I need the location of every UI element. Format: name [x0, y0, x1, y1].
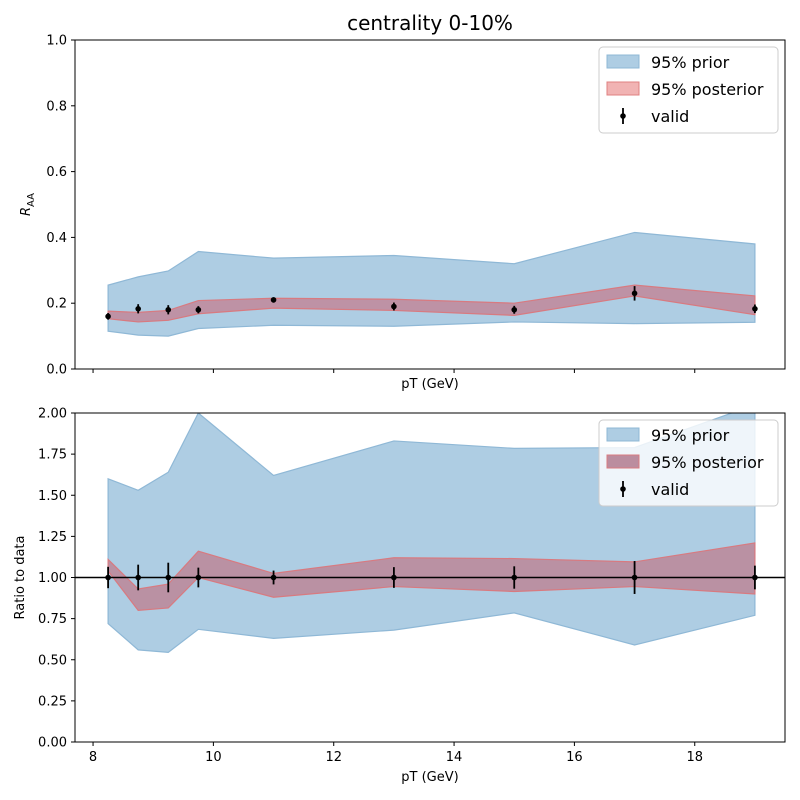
- x-tick-label: 18: [686, 750, 703, 765]
- y-tick-label: 0.25: [38, 694, 67, 709]
- valid-point: [752, 574, 758, 581]
- valid-point: [631, 290, 638, 297]
- axes-frame: [74, 39, 786, 370]
- y-axis-label: RAA: [19, 193, 37, 216]
- legend: 95% prior 95% posterior valid: [598, 46, 779, 134]
- legend-label: 95% prior: [651, 426, 730, 445]
- legend-box: [598, 419, 779, 507]
- posterior-band: [107, 542, 756, 612]
- valid-point: [511, 574, 518, 581]
- x-tick-label: 8: [89, 750, 97, 765]
- x-tick-label: 10: [205, 750, 222, 765]
- y-tick-label: 1.25: [38, 530, 67, 545]
- plot-area: [105, 231, 758, 337]
- y-tick-label: 0.50: [38, 653, 67, 668]
- top-panel-rAA: 0.0 0.2 0.4 0.6 0.8 1.0 centrality 0-10% pT (Ge…: [19, 11, 786, 392]
- x-axis-label: pT (GeV): [401, 770, 458, 785]
- x-tick-label: 12: [325, 750, 342, 765]
- y-tick-label: 1.0: [46, 34, 67, 49]
- legend-label: 95% posterior: [651, 453, 764, 472]
- valid-point: [270, 574, 277, 581]
- y-tick-label: 1.00: [38, 571, 67, 586]
- posterior-band: [107, 284, 756, 323]
- valid-point: [105, 313, 111, 320]
- legend-posterior-swatch: [606, 454, 640, 469]
- y-axis-label-subscript: AA: [26, 193, 37, 207]
- legend-valid-marker: [620, 113, 626, 119]
- legend-prior-swatch: [606, 427, 640, 442]
- chart-title: centrality 0-10%: [347, 11, 513, 35]
- plot-area: [75, 413, 785, 653]
- y-tick-label: 0.6: [46, 165, 67, 180]
- valid-point: [270, 297, 277, 303]
- y-axis-label-main: R: [19, 207, 34, 216]
- legend-label: valid: [651, 480, 689, 499]
- legend-prior-swatch: [606, 54, 640, 69]
- valid-point: [135, 574, 141, 581]
- valid-point: [391, 303, 397, 310]
- valid-point: [195, 306, 202, 313]
- valid-point: [391, 574, 397, 581]
- legend-label: valid: [651, 107, 689, 126]
- y-tick-label: 0.8: [46, 99, 67, 114]
- valid-point: [135, 305, 141, 312]
- y-tick-label: 1.75: [38, 448, 67, 463]
- y-tick-label: 0.75: [38, 612, 67, 627]
- prior-band: [107, 231, 756, 337]
- valid-point: [631, 574, 638, 581]
- y-tick-label: 0.00: [38, 736, 67, 751]
- x-axis-label: pT (GeV): [401, 377, 458, 392]
- y-tick-label: 1.50: [38, 489, 67, 504]
- legend-label: 95% prior: [651, 53, 730, 72]
- legend-box: [598, 46, 779, 134]
- y-axis-label: Ratio to data: [13, 536, 28, 620]
- valid-point: [105, 574, 111, 581]
- valid-point: [165, 306, 172, 313]
- y-tick-label: 2.00: [38, 407, 67, 422]
- x-tick-label: 16: [566, 750, 583, 765]
- valid-point: [752, 305, 758, 312]
- y-tick-label: 0.0: [46, 363, 67, 378]
- legend: 95% prior 95% posterior valid: [598, 419, 779, 507]
- x-tick-label: 14: [446, 750, 463, 765]
- y-tick-label: 0.2: [46, 297, 67, 312]
- valid-point: [195, 574, 202, 581]
- valid-point: [165, 574, 172, 581]
- legend-label: 95% posterior: [651, 80, 764, 99]
- legend-valid-marker: [620, 486, 626, 492]
- bottom-panel-ratio: 8 10 12 14 16 18 0.00 0.25 0.50 0.75 1.00 1.25 1.50 1…: [13, 407, 786, 785]
- legend-posterior-swatch: [606, 81, 640, 96]
- valid-point: [511, 306, 518, 313]
- y-tick-label: 0.4: [46, 231, 67, 246]
